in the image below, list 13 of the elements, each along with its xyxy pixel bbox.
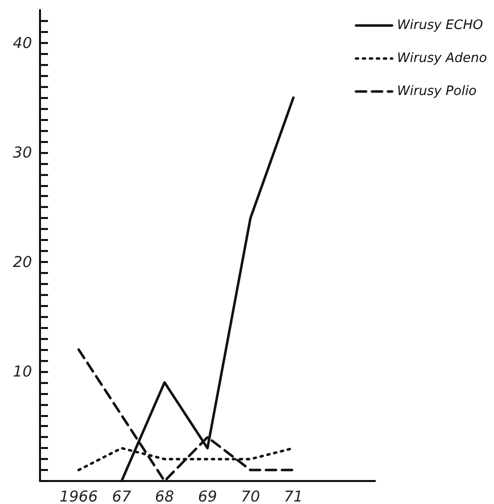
x-tick-label: 68 [155,488,174,504]
x-tick-label: 67 [112,488,132,504]
x-tick-label: 1966 [60,488,98,504]
y-tick-label: 30 [12,143,32,162]
y-tick-label: 10 [12,362,32,380]
x-tick-label: 69 [198,488,218,504]
y-tick-label: 40 [12,34,32,52]
x-tick-label: 70 [240,488,260,504]
x-tick-label: 71 [284,488,303,504]
legend-label: Wirusy Adeno [397,51,488,66]
legend-label: Wirusy ECHO [397,18,483,33]
y-tick-label: 20 [12,252,32,271]
legend-label: Wirusy Polio [397,84,477,99]
